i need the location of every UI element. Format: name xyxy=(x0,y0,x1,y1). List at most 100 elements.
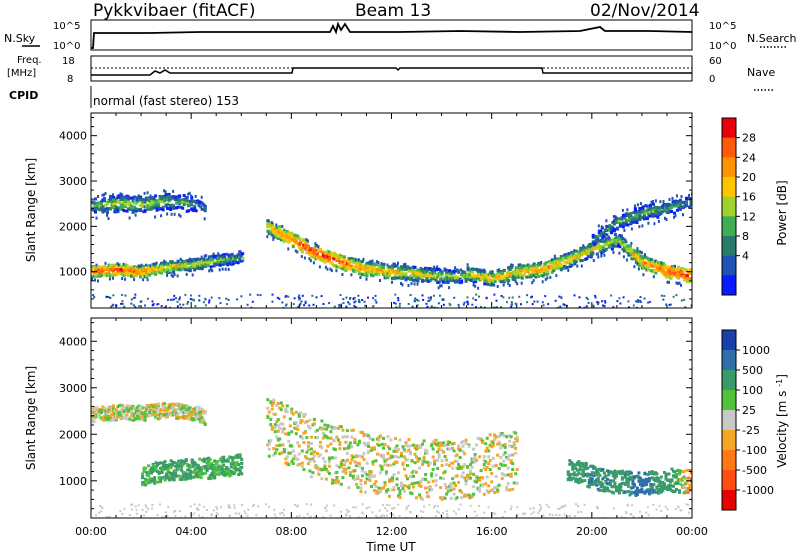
velocity-cell xyxy=(180,465,184,469)
power-cell xyxy=(680,299,683,302)
velocity-cell xyxy=(497,440,501,444)
velocity-cell xyxy=(187,417,191,421)
velocity-cell xyxy=(229,473,233,477)
power-cell xyxy=(665,206,669,210)
velocity-cell xyxy=(499,446,503,450)
power-cell xyxy=(151,199,155,203)
power-cell xyxy=(353,301,356,304)
velocity-cell xyxy=(484,449,488,453)
power-cell xyxy=(656,215,660,219)
velocity-cell xyxy=(650,470,654,474)
power-cell xyxy=(140,203,144,207)
power-cell xyxy=(367,296,369,299)
power-cell xyxy=(635,217,639,221)
power-cell xyxy=(170,212,173,216)
power-cell xyxy=(676,208,679,212)
power-cell xyxy=(372,305,375,308)
velocity-cell xyxy=(312,460,316,463)
power-cell xyxy=(442,298,445,301)
power-cell xyxy=(132,297,135,299)
velocity-cell xyxy=(278,426,282,430)
power-cell xyxy=(179,261,183,265)
power-cell xyxy=(670,210,673,213)
velocity-cell xyxy=(229,465,233,469)
power-cell xyxy=(388,274,391,278)
velocity-cell xyxy=(637,471,641,475)
power-cell xyxy=(510,301,513,303)
power-cell xyxy=(398,302,401,305)
velocity-cell xyxy=(296,441,300,445)
velocity-cell xyxy=(614,473,618,477)
power-cell xyxy=(152,268,156,272)
velocity-cell xyxy=(413,461,417,465)
velocity-cell xyxy=(348,473,352,477)
velocity-cell xyxy=(383,442,387,446)
power-cell xyxy=(472,297,475,300)
power-cell xyxy=(191,262,195,266)
power-cell xyxy=(267,221,271,225)
power-cell xyxy=(588,248,592,252)
power-cell xyxy=(586,255,590,259)
velocity-cell xyxy=(365,473,369,477)
nave-tick-bottom: 0 xyxy=(709,74,715,85)
power-cell xyxy=(675,273,679,277)
velocity-cell xyxy=(150,479,154,483)
velocity-cell xyxy=(119,413,123,417)
power-cell xyxy=(592,304,595,307)
velocity-cell xyxy=(392,488,396,492)
power-cell xyxy=(675,281,678,285)
velocity-cell xyxy=(578,464,582,468)
power-cell xyxy=(591,251,595,255)
velocity-cell xyxy=(604,480,608,484)
power-cell xyxy=(654,269,658,272)
freq-label: Freq. xyxy=(17,55,42,66)
power-cell xyxy=(638,225,641,229)
power-cell xyxy=(330,269,333,273)
velocity-cell xyxy=(574,466,578,470)
power-cell xyxy=(638,207,642,210)
power-cell xyxy=(486,282,490,286)
velocity-cell xyxy=(359,482,363,486)
nsearch-label: N.Search xyxy=(747,32,797,45)
power-cell xyxy=(276,296,279,299)
power-cell xyxy=(106,296,109,298)
power-cell xyxy=(629,214,633,218)
power-cell xyxy=(507,279,511,283)
velocity-cell xyxy=(266,398,270,402)
velocity-cell xyxy=(583,479,587,483)
power-cell xyxy=(433,265,436,269)
velocity-cell xyxy=(323,464,327,468)
power-cell xyxy=(535,272,539,275)
power-cell xyxy=(636,251,640,255)
power-cell xyxy=(659,200,662,204)
velocity-cell xyxy=(611,485,615,489)
power-cell xyxy=(635,306,638,308)
power-cell xyxy=(643,297,646,300)
velocity-cell xyxy=(367,441,370,445)
velocity-cell xyxy=(515,438,519,442)
velocity-cell xyxy=(177,467,181,471)
velocity-cell xyxy=(580,472,584,476)
velocity-cell xyxy=(494,475,498,479)
velocity-cell xyxy=(481,441,485,444)
power-cell xyxy=(553,254,556,258)
velocity-cell xyxy=(658,482,662,486)
velocity-cell xyxy=(293,454,297,458)
velocity-cell xyxy=(400,454,403,458)
power-cell xyxy=(364,304,367,307)
power-cell xyxy=(660,261,663,265)
power-cell xyxy=(97,279,99,283)
velocity-cell xyxy=(147,473,151,477)
power-cell xyxy=(208,255,212,259)
velocity-cell xyxy=(442,450,446,454)
velocity-cell xyxy=(327,456,331,460)
power-cell xyxy=(132,304,135,307)
velocity-cell xyxy=(318,440,322,444)
power-cell xyxy=(184,265,188,269)
power-cell xyxy=(496,270,500,274)
velocity-cell xyxy=(354,464,358,468)
velocity-cell xyxy=(640,488,644,492)
power-cell xyxy=(356,261,360,265)
power-cell xyxy=(151,304,154,307)
